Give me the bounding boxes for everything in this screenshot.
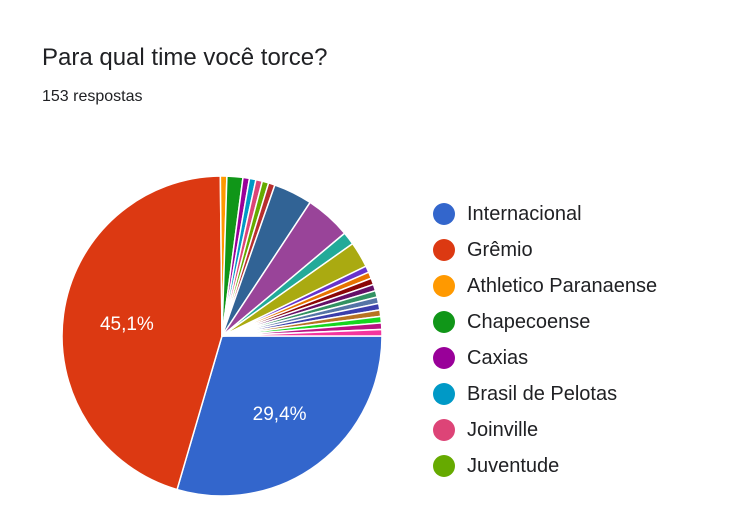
legend-item[interactable]: Caxias bbox=[433, 340, 657, 376]
legend-label: Athletico Paranaense bbox=[467, 274, 658, 297]
slice-data-label: 29,4% bbox=[253, 404, 307, 425]
legend-swatch-icon bbox=[433, 203, 455, 225]
legend-swatch-icon bbox=[433, 383, 455, 405]
pie-slice-23[interactable] bbox=[221, 328, 383, 337]
legend-item[interactable]: Brasil de Pelotas bbox=[433, 376, 657, 412]
legend-swatch-icon bbox=[433, 311, 455, 333]
legend-label: Chapecoense bbox=[467, 310, 591, 333]
response-count: 153 respostas bbox=[42, 88, 143, 105]
legend-label: Juventude bbox=[467, 454, 560, 477]
legend-item[interactable]: Internacional bbox=[433, 196, 657, 232]
chart-title: Para qual time você torce? bbox=[42, 44, 328, 71]
chart-legend: Internacional Grêmio Athletico Paranaense C… bbox=[433, 196, 657, 484]
legend-item[interactable]: Juventude bbox=[433, 448, 657, 484]
legend-label: Joinville bbox=[467, 418, 539, 441]
legend-swatch-icon bbox=[433, 239, 455, 261]
legend-item[interactable]: Joinville bbox=[433, 412, 657, 448]
legend-item[interactable]: Athletico Paranaense bbox=[433, 268, 657, 304]
pie-slice-internacional[interactable] bbox=[176, 335, 383, 497]
legend-swatch-icon bbox=[433, 419, 455, 441]
legend-swatch-icon bbox=[433, 347, 455, 369]
slice-data-label: 45,1% bbox=[100, 314, 154, 335]
legend-swatch-icon bbox=[433, 275, 455, 297]
legend-swatch-icon bbox=[433, 455, 455, 477]
pie-slice-grêmio[interactable] bbox=[61, 175, 223, 491]
legend-label: Caxias bbox=[467, 346, 529, 369]
legend-label: Brasil de Pelotas bbox=[467, 382, 618, 405]
legend-item[interactable]: Grêmio bbox=[433, 232, 657, 268]
legend-label: Internacional bbox=[467, 202, 582, 225]
legend-item[interactable]: Chapecoense bbox=[433, 304, 657, 340]
legend-label: Grêmio bbox=[467, 238, 533, 261]
